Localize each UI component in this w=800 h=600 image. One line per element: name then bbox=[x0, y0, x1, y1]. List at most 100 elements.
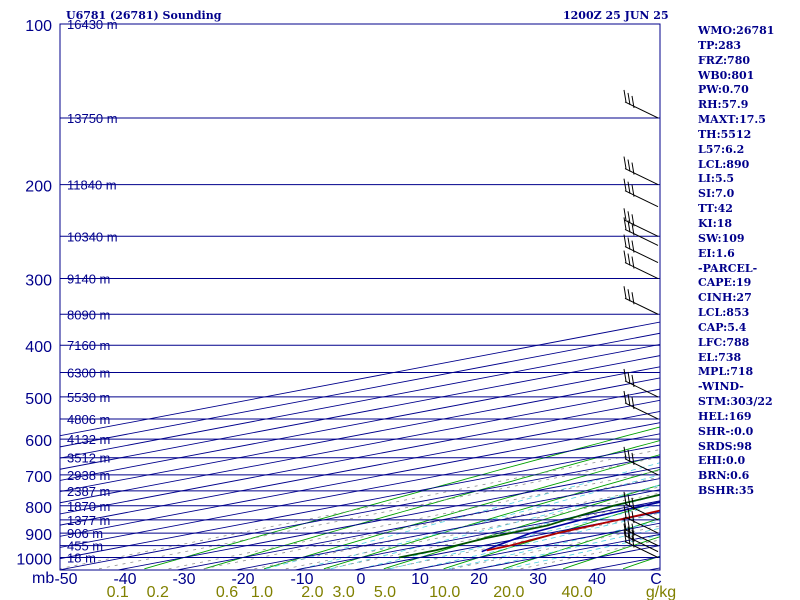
index-item: LI:5.5 bbox=[698, 172, 735, 186]
mixing-ratio-label: 40.0 bbox=[561, 584, 592, 600]
temperature-tick-label: -30 bbox=[172, 571, 195, 588]
index-item: CAP:5.4 bbox=[698, 320, 747, 334]
dry-adiabat bbox=[204, 440, 660, 570]
index-item: CAPE:19 bbox=[698, 276, 752, 290]
dewpoint-trace bbox=[398, 493, 660, 559]
mixing-ratio-label: 5.0 bbox=[374, 584, 396, 600]
index-item: L57:6.2 bbox=[698, 142, 745, 156]
index-item: EI:1.6 bbox=[698, 246, 735, 260]
mixing-ratio-line bbox=[254, 486, 660, 570]
mixing-ratio-label: 20.0 bbox=[493, 584, 524, 600]
index-item: KI:18 bbox=[698, 216, 733, 230]
index-item: -PARCEL- bbox=[698, 261, 758, 275]
wind-barb bbox=[623, 178, 659, 208]
wind-barb bbox=[623, 89, 659, 119]
wind-barb bbox=[623, 491, 659, 521]
isotherm bbox=[60, 332, 660, 448]
mixing-ratio-label: g/kg bbox=[646, 584, 676, 600]
pressure-tick-label: 800 bbox=[25, 500, 52, 517]
wind-barb bbox=[623, 286, 659, 315]
moist-adiabat bbox=[301, 474, 660, 570]
index-item: TH:5512 bbox=[698, 127, 752, 141]
height-label: 1377 m bbox=[67, 513, 110, 528]
dry-adiabat bbox=[383, 484, 660, 570]
wind-barbs bbox=[623, 89, 659, 558]
isotherm bbox=[60, 388, 660, 504]
index-item: TT:42 bbox=[698, 202, 733, 216]
index-item: EHI:0.0 bbox=[698, 454, 746, 468]
parcel-trace bbox=[481, 501, 660, 553]
index-item: SRDS:98 bbox=[698, 439, 752, 453]
mixing-ratio-label: 10.0 bbox=[429, 584, 460, 600]
mixing-ratio-label: 3.0 bbox=[332, 584, 354, 600]
height-label: 10340 m bbox=[67, 229, 118, 244]
index-item: MPL:718 bbox=[698, 365, 754, 379]
plot-frame bbox=[59, 23, 661, 571]
index-item: SW:109 bbox=[698, 231, 745, 245]
height-label: 7160 m bbox=[67, 338, 110, 353]
mixing-ratio-label: 1.0 bbox=[251, 584, 273, 600]
height-label: 2387 m bbox=[67, 484, 110, 499]
pressure-tick-label: 500 bbox=[25, 391, 52, 408]
mixing-ratio-label: 0.2 bbox=[147, 584, 169, 600]
isotherm bbox=[60, 433, 660, 548]
pressure-tick-label: 600 bbox=[25, 433, 52, 450]
temperature-tick-label: 20 bbox=[470, 571, 488, 588]
height-label: 4806 m bbox=[67, 412, 110, 427]
temperature-tick-label: -40 bbox=[113, 571, 136, 588]
pressure-tick-label: 900 bbox=[25, 527, 52, 544]
temperature-tick-label: C bbox=[650, 571, 662, 588]
mixing-ratio-line bbox=[98, 456, 660, 570]
wind-barb bbox=[623, 234, 659, 264]
height-label: 2938 m bbox=[67, 468, 110, 483]
pressure-tick-label: 400 bbox=[25, 339, 52, 356]
index-item: HEL:169 bbox=[698, 409, 752, 423]
index-item: MAXT:17.5 bbox=[698, 113, 766, 127]
mixing-ratio-line bbox=[520, 539, 660, 570]
index-item: SI:7.0 bbox=[698, 187, 735, 201]
sounding-time: 1200Z 25 JUN 25 bbox=[563, 9, 669, 22]
index-item: WMO:26781 bbox=[698, 24, 775, 37]
isotherm bbox=[60, 444, 660, 560]
wind-barb bbox=[623, 156, 659, 186]
temperature-tick-label: -10 bbox=[290, 571, 313, 588]
mixing-ratio-line bbox=[285, 492, 660, 570]
index-item: FRZ:780 bbox=[698, 53, 751, 67]
index-item: BRN:0.6 bbox=[698, 469, 750, 483]
moist-adiabat bbox=[330, 484, 660, 570]
isotherm bbox=[60, 455, 660, 570]
temperature-tick-label: 40 bbox=[588, 571, 606, 588]
height-label: 16430 m bbox=[67, 17, 118, 32]
isotherm bbox=[115, 466, 660, 570]
moist-adiabat bbox=[389, 503, 660, 570]
station-title: U6781 (26781) Sounding bbox=[66, 9, 222, 22]
index-item: SHR-:0.0 bbox=[698, 424, 754, 438]
height-label: 4132 m bbox=[67, 432, 110, 447]
index-item: TP:283 bbox=[698, 38, 742, 52]
height-label: 5530 m bbox=[67, 390, 110, 405]
height-label: 6300 m bbox=[67, 365, 110, 380]
isotherm bbox=[60, 422, 660, 537]
index-item: LCL:853 bbox=[698, 306, 750, 320]
height-label: 1870 m bbox=[67, 499, 110, 514]
isotherm bbox=[60, 343, 660, 459]
wind-barb bbox=[623, 390, 659, 420]
height-label: 18 m bbox=[67, 551, 96, 566]
index-item: CINH:27 bbox=[698, 291, 752, 305]
pressure-tick-label: 300 bbox=[25, 273, 52, 290]
temperature-tick-label: 0 bbox=[357, 571, 366, 588]
mixing-ratio-line bbox=[451, 525, 660, 570]
isotherm bbox=[60, 399, 660, 515]
wind-barb bbox=[623, 250, 659, 279]
mixing-ratio-line bbox=[60, 449, 660, 569]
index-item: LFC:788 bbox=[698, 335, 750, 349]
isotherm bbox=[60, 355, 660, 470]
height-label: 11840 m bbox=[67, 178, 117, 193]
height-label: 8090 m bbox=[67, 307, 110, 322]
temperature-tick-label: -50 bbox=[54, 571, 77, 588]
isotherm bbox=[60, 321, 660, 437]
dry-adiabat bbox=[323, 468, 660, 570]
pressure-tick-label: 100 bbox=[25, 18, 52, 35]
mixing-ratio-label: 2.0 bbox=[301, 584, 323, 600]
